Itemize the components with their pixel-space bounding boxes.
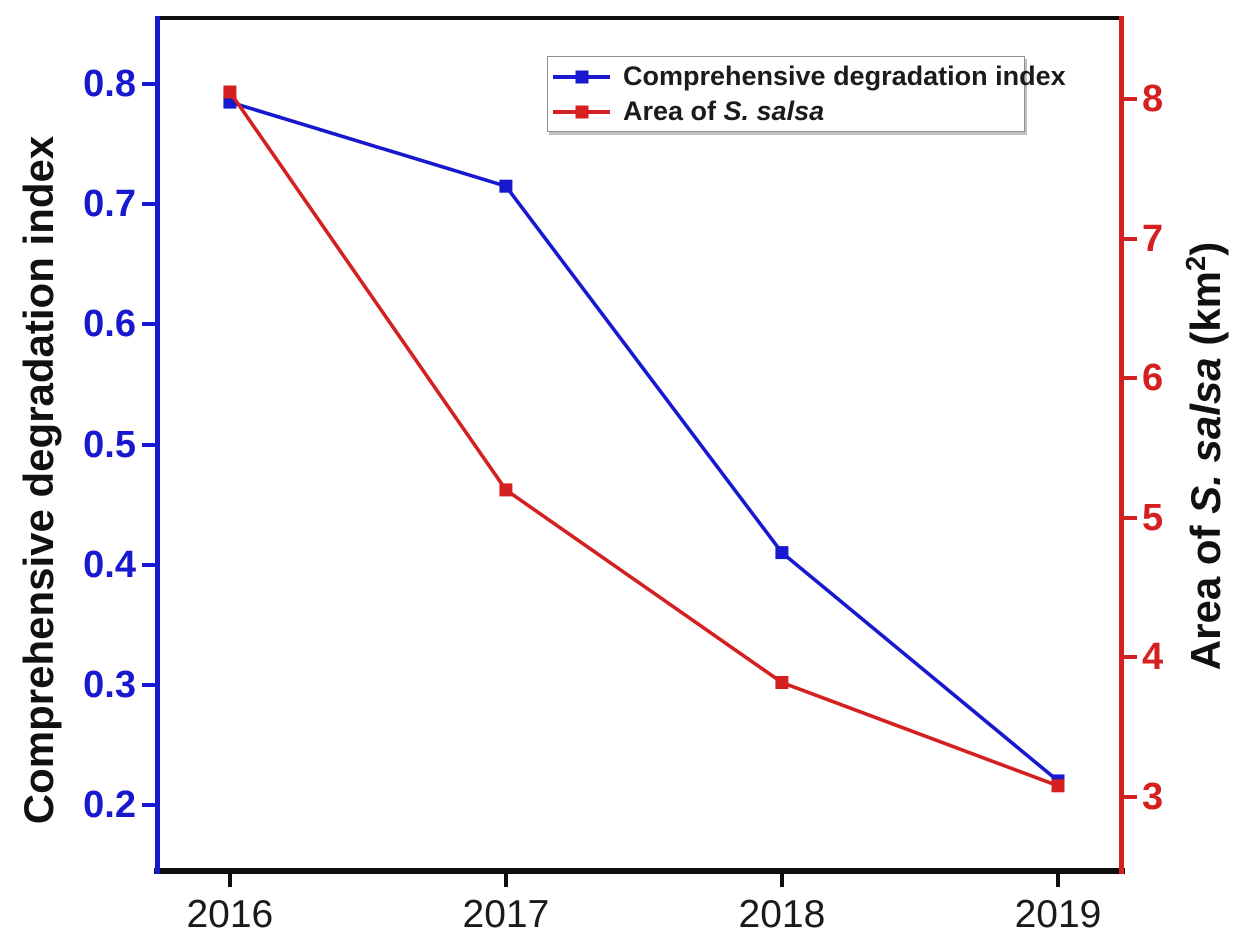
- right-axis-tick: [1123, 655, 1137, 660]
- right-axis-tick: [1123, 236, 1137, 241]
- left-axis-tick-label: 0.4: [83, 543, 136, 586]
- series-0-square-marker: [775, 546, 789, 560]
- right-axis-tick-label: 4: [1142, 636, 1164, 679]
- legend-sample-blue: [553, 69, 610, 84]
- data-series-layer: [223, 85, 1065, 793]
- series-1-square-marker: [499, 483, 513, 497]
- legend-square-marker-icon: [575, 105, 588, 118]
- right-axis-tick-label: 8: [1142, 77, 1164, 120]
- series-1-square-marker: [1051, 779, 1065, 793]
- right-axis-tick: [1123, 96, 1137, 101]
- left-axis-title-text: Comprehensive degradation index: [15, 135, 62, 825]
- left-axis-tick: [142, 802, 156, 807]
- legend: Comprehensive degradation index Area of …: [547, 56, 1066, 132]
- right-axis-tick-label: 6: [1142, 357, 1164, 400]
- series-0-square-marker: [499, 179, 513, 193]
- right-axis-tick: [1123, 795, 1137, 799]
- x-axis-tick-label: 2017: [462, 893, 550, 936]
- left-axis-tick-label: 0.8: [83, 63, 136, 106]
- x-axis-tick: [227, 873, 232, 887]
- series-1-square-marker: [775, 676, 789, 689]
- x-axis-tick-label: 2018: [738, 893, 826, 936]
- right-axis-title-prefix: Area of: [1182, 513, 1229, 671]
- top-spine: [155, 16, 1124, 20]
- left-axis-tick-label: 0.5: [83, 423, 136, 466]
- left-axis-tick: [142, 562, 156, 567]
- x-axis-tick: [503, 873, 508, 887]
- series-line-0: [229, 100, 1060, 783]
- x-axis-tick: [1055, 873, 1060, 887]
- series-1-square-marker: [223, 85, 237, 99]
- bottom-spine: [154, 868, 1125, 874]
- legend-square-marker-icon: [575, 70, 588, 83]
- species-name-italic: S. salsa: [1182, 357, 1229, 514]
- right-axis-tick-label: 3: [1142, 776, 1164, 818]
- right-axis-tick: [1123, 515, 1137, 520]
- left-axis-tick-label: 0.3: [83, 663, 136, 706]
- right-axis-title: Area of S. salsa (km2): [1180, 241, 1229, 671]
- left-axis-tick: [142, 322, 156, 327]
- series-line-1: [228, 90, 1059, 788]
- legend-label: Area of S. salsa: [623, 98, 824, 125]
- left-spine: [155, 16, 160, 874]
- x-axis-tick-label: 2016: [186, 893, 274, 936]
- left-axis-tick-label: 0.7: [83, 183, 136, 226]
- x-axis-tick: [779, 873, 784, 887]
- plot-area: 0.8 0.7 0.6 0.5 0.4 0.3 0.2 8 7 6 5 4 3 2016 2017 2018 2…: [83, 16, 1163, 934]
- legend-label: Comprehensive degradation index: [623, 61, 1066, 91]
- legend-sample-red: [553, 104, 610, 119]
- left-axis-tick: [142, 202, 156, 207]
- legend-entry-area: Area of S. salsa: [553, 94, 1018, 129]
- legend-label-prefix: Area of: [623, 96, 724, 126]
- left-axis-tick: [142, 682, 156, 687]
- right-axis-tick-label: 5: [1142, 496, 1164, 539]
- x-axis-tick-label: 2019: [1014, 893, 1102, 936]
- right-axis-unit-superscript: 2: [1180, 255, 1211, 271]
- right-axis-tick: [1123, 376, 1137, 381]
- right-axis-tick-label: 7: [1142, 217, 1164, 260]
- left-axis-tick-label: 0.2: [83, 783, 136, 826]
- legend-entry-degradation-index: Comprehensive degradation index: [553, 59, 1066, 94]
- right-axis-unit-open: (km: [1182, 270, 1229, 358]
- legend-species-italic: S. salsa: [723, 96, 825, 126]
- left-axis-tick: [142, 442, 156, 447]
- left-axis-title: Comprehensive degradation index: [15, 135, 62, 825]
- right-axis-unit-close: ): [1182, 241, 1229, 256]
- left-axis-tick-label: 0.6: [83, 303, 136, 346]
- right-spine: [1119, 16, 1124, 874]
- left-axis-tick: [142, 82, 156, 87]
